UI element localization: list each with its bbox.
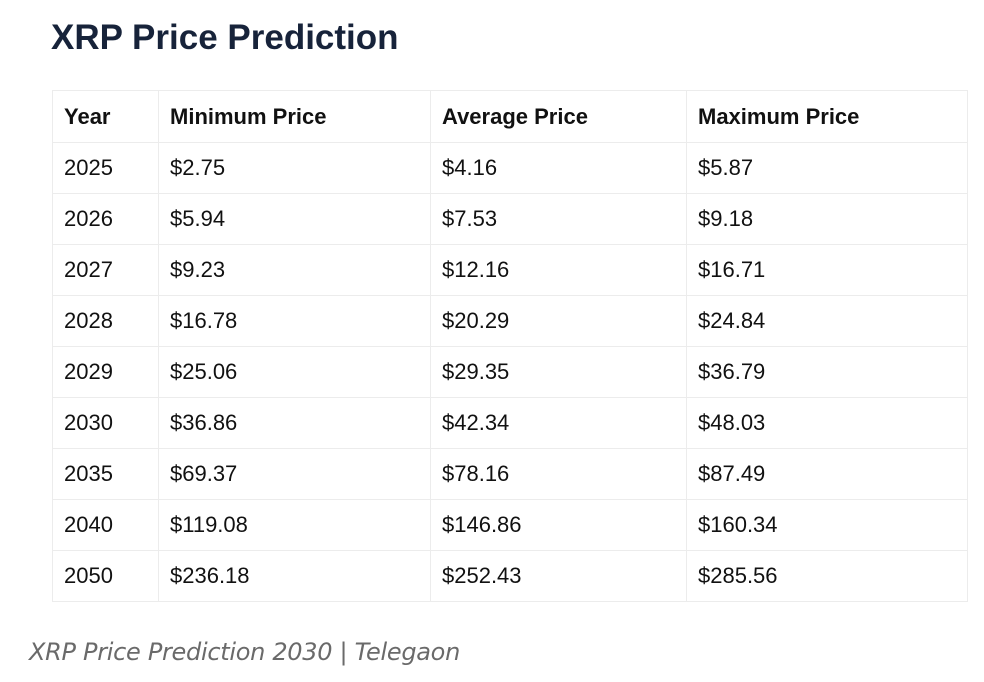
cell-year: 2050 xyxy=(52,550,159,602)
header-average-price: Average Price xyxy=(430,90,687,143)
table-row: 2029 $25.06 $29.35 $36.79 xyxy=(52,346,968,398)
cell-maximum-price: $87.49 xyxy=(686,448,968,500)
cell-average-price: $12.16 xyxy=(430,244,687,296)
cell-average-price: $252.43 xyxy=(430,550,687,602)
table-row: 2030 $36.86 $42.34 $48.03 xyxy=(52,397,968,449)
cell-minimum-price: $236.18 xyxy=(158,550,431,602)
cell-average-price: $78.16 xyxy=(430,448,687,500)
cell-year: 2027 xyxy=(52,244,159,296)
cell-year: 2025 xyxy=(52,142,159,194)
header-minimum-price: Minimum Price xyxy=(158,90,431,143)
cell-average-price: $20.29 xyxy=(430,295,687,347)
header-maximum-price: Maximum Price xyxy=(686,90,968,143)
table-row: 2027 $9.23 $12.16 $16.71 xyxy=(52,244,968,296)
cell-maximum-price: $48.03 xyxy=(686,397,968,449)
page-title: XRP Price Prediction xyxy=(51,18,399,57)
cell-year: 2029 xyxy=(52,346,159,398)
table-row: 2035 $69.37 $78.16 $87.49 xyxy=(52,448,968,500)
price-prediction-table: Year Minimum Price Average Price Maximum… xyxy=(52,90,968,602)
cell-maximum-price: $24.84 xyxy=(686,295,968,347)
cell-maximum-price: $9.18 xyxy=(686,193,968,245)
cell-maximum-price: $5.87 xyxy=(686,142,968,194)
cell-average-price: $4.16 xyxy=(430,142,687,194)
table-row: 2040 $119.08 $146.86 $160.34 xyxy=(52,499,968,551)
cell-year: 2026 xyxy=(52,193,159,245)
table-header-row: Year Minimum Price Average Price Maximum… xyxy=(52,90,968,143)
cell-minimum-price: $9.23 xyxy=(158,244,431,296)
cell-average-price: $7.53 xyxy=(430,193,687,245)
cell-minimum-price: $119.08 xyxy=(158,499,431,551)
cell-average-price: $42.34 xyxy=(430,397,687,449)
cell-minimum-price: $25.06 xyxy=(158,346,431,398)
cell-minimum-price: $5.94 xyxy=(158,193,431,245)
cell-maximum-price: $160.34 xyxy=(686,499,968,551)
table-row: 2050 $236.18 $252.43 $285.56 xyxy=(52,550,968,602)
table-row: 2025 $2.75 $4.16 $5.87 xyxy=(52,142,968,194)
cell-maximum-price: $285.56 xyxy=(686,550,968,602)
image-caption: XRP Price Prediction 2030 | Telegaon xyxy=(29,638,460,666)
cell-year: 2035 xyxy=(52,448,159,500)
table-row: 2028 $16.78 $20.29 $24.84 xyxy=(52,295,968,347)
cell-minimum-price: $36.86 xyxy=(158,397,431,449)
cell-year: 2030 xyxy=(52,397,159,449)
cell-minimum-price: $69.37 xyxy=(158,448,431,500)
cell-minimum-price: $16.78 xyxy=(158,295,431,347)
table-row: 2026 $5.94 $7.53 $9.18 xyxy=(52,193,968,245)
header-year: Year xyxy=(52,90,159,143)
cell-minimum-price: $2.75 xyxy=(158,142,431,194)
cell-year: 2040 xyxy=(52,499,159,551)
cell-year: 2028 xyxy=(52,295,159,347)
cell-maximum-price: $16.71 xyxy=(686,244,968,296)
cell-average-price: $146.86 xyxy=(430,499,687,551)
cell-maximum-price: $36.79 xyxy=(686,346,968,398)
cell-average-price: $29.35 xyxy=(430,346,687,398)
